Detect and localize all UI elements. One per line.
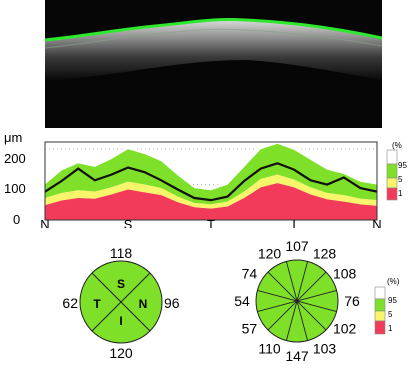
legend-level-95: 95 <box>398 161 407 170</box>
clock-hour-value: 110 <box>258 341 281 357</box>
legend-swatch-borderline <box>386 177 398 189</box>
profile-plot-area <box>44 142 378 220</box>
clock-hour-value: 147 <box>285 348 309 364</box>
legend-unit: (% <box>392 141 402 150</box>
clock-hour-value: 57 <box>242 321 258 337</box>
y-tick-label-100: 100 <box>4 181 26 196</box>
sector-legend-level-5: 5 <box>388 310 393 319</box>
legend-level-1: 1 <box>398 189 403 198</box>
x-axis-label: N <box>372 217 381 228</box>
y-tick-label-200: 200 <box>4 151 26 166</box>
x-axis-label: I <box>292 217 296 228</box>
profile-plot-frame <box>44 141 378 221</box>
quadrant-value-nasal: 96 <box>164 295 180 311</box>
oct-bscan-image <box>45 0 382 128</box>
legend-level-5: 5 <box>398 175 403 184</box>
quadrant-value-temporal: 62 <box>62 295 78 311</box>
clock-hour-value: 107 <box>285 238 309 254</box>
y-tick-label-0: 0 <box>13 212 20 227</box>
y-axis-unit-label: μm <box>4 130 22 145</box>
quadrant-divider <box>91 272 151 332</box>
retina-tissue-layer <box>45 19 382 83</box>
inner-boundary-line <box>45 28 382 49</box>
sector-percentile-legend: (%) 95 5 1 <box>374 277 400 335</box>
x-axis-label: N <box>40 217 49 228</box>
band-normal <box>45 143 377 205</box>
legend-swatch-normal <box>386 163 398 179</box>
quadrant-label-nasal: N <box>139 297 148 311</box>
legend-swatch-above-95 <box>386 149 398 165</box>
clock-hour-value: 108 <box>333 266 357 282</box>
sector-legend-swatch-normal <box>374 298 386 312</box>
quadrant-value-inferior: 120 <box>109 345 133 361</box>
x-axis-label: T <box>207 217 215 228</box>
rnfl-thickness-profile-chart: μm 200 100 0 N S T I N (% 95 5 1 <box>4 130 407 228</box>
legend-swatch-outside <box>386 187 398 201</box>
rnfl-boundary-green-line <box>45 17 382 42</box>
quadrant-label-temporal: T <box>93 297 101 311</box>
patient-thickness-line <box>44 162 378 202</box>
band-borderline <box>45 174 377 209</box>
sector-legend-swatch-borderline <box>374 310 386 322</box>
band-outside-normal <box>45 183 377 220</box>
sector-legend-unit: (%) <box>387 277 400 286</box>
sector-legend-swatch-outside <box>374 320 386 335</box>
sector-legend-swatch-above-95 <box>374 286 386 300</box>
quadrant-value-superior: 118 <box>110 245 133 261</box>
clock-hour-value: 54 <box>234 293 250 309</box>
y-axis: μm 200 100 0 <box>4 130 26 227</box>
sector-legend-level-1: 1 <box>388 324 393 333</box>
clock-hour-value: 74 <box>242 266 258 282</box>
sector-legend-level-95: 95 <box>388 296 397 305</box>
clock-hour-dividers <box>257 261 337 341</box>
quadrant-diagram: S N I T 118 96 120 62 <box>62 245 179 361</box>
clock-hour-value: 103 <box>313 341 337 357</box>
quadrant-label-inferior: I <box>119 314 122 328</box>
clock-hour-value: 120 <box>258 245 282 261</box>
percentile-legend: (% 95 5 1 <box>386 141 407 201</box>
clock-hour-value: 76 <box>344 293 360 309</box>
clock-hour-value: 128 <box>313 245 337 261</box>
sector-thickness-diagrams: S N I T 118 96 120 62 107 128108761021031… <box>62 238 400 364</box>
quadrant-label-superior: S <box>117 277 125 291</box>
clock-hour-divider <box>285 261 309 341</box>
clock-hour-value: 102 <box>333 321 357 337</box>
x-axis-label: S <box>124 217 133 228</box>
